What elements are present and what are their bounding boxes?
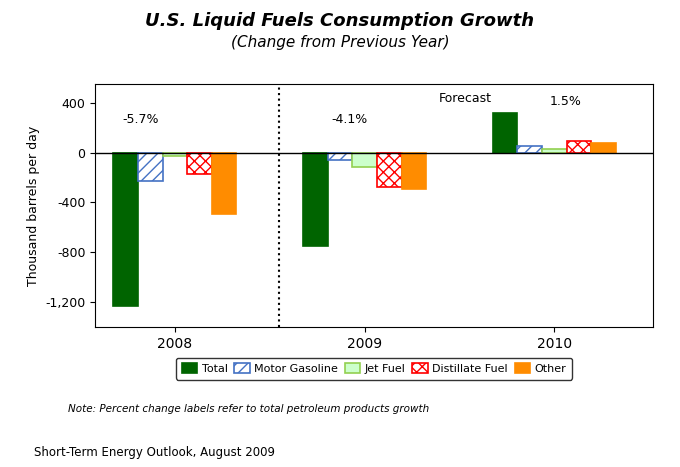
Text: Short-Term Energy Outlook, August 2009: Short-Term Energy Outlook, August 2009 — [34, 446, 275, 459]
Text: -5.7%: -5.7% — [122, 113, 159, 126]
Legend: Total, Motor Gasoline, Jet Fuel, Distillate Fuel, Other: Total, Motor Gasoline, Jet Fuel, Distill… — [176, 358, 572, 380]
Bar — [517, 146, 542, 153]
Bar — [113, 153, 138, 306]
Bar — [352, 153, 377, 168]
Bar — [542, 149, 566, 153]
Bar — [303, 153, 328, 246]
Bar — [566, 142, 591, 153]
Bar — [212, 153, 237, 213]
Bar — [187, 153, 212, 174]
Text: -4.1%: -4.1% — [331, 113, 367, 126]
Text: Forecast: Forecast — [439, 92, 492, 105]
Text: U.S. Liquid Fuels Consumption Growth: U.S. Liquid Fuels Consumption Growth — [146, 12, 534, 30]
Bar — [328, 153, 352, 160]
Bar — [591, 143, 616, 153]
Bar — [138, 153, 163, 181]
Bar — [163, 153, 187, 156]
Bar — [492, 113, 517, 153]
Y-axis label: Thousand barrels per day: Thousand barrels per day — [27, 125, 39, 286]
Bar — [401, 153, 426, 189]
Text: 1.5%: 1.5% — [549, 95, 581, 108]
Text: (Change from Previous Year): (Change from Previous Year) — [231, 35, 449, 50]
Text: Note: Percent change labels refer to total petroleum products growth: Note: Percent change labels refer to tot… — [68, 404, 429, 414]
Bar — [377, 153, 401, 187]
